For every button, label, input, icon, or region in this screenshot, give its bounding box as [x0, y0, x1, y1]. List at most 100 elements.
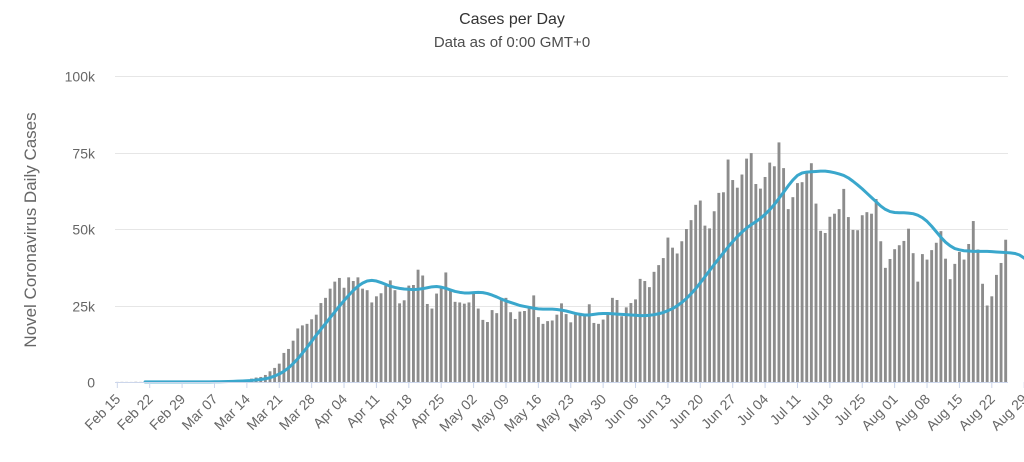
- x-tick-label: May 30: [565, 391, 609, 435]
- bar: [698, 200, 702, 382]
- bar: [777, 142, 781, 382]
- bar: [717, 192, 721, 382]
- bar: [629, 303, 633, 382]
- bar: [439, 286, 443, 382]
- bar: [805, 172, 809, 382]
- bar: [310, 319, 314, 382]
- bar: [624, 307, 628, 382]
- bar: [467, 302, 471, 382]
- bar: [772, 166, 776, 382]
- bar: [550, 320, 554, 382]
- bar: [499, 299, 503, 382]
- bar: [999, 262, 1003, 382]
- bar: [842, 188, 846, 382]
- bar: [638, 278, 642, 382]
- y-tick-label: 100k: [65, 69, 96, 85]
- bar: [509, 312, 513, 382]
- bar: [865, 212, 869, 382]
- bar: [523, 311, 526, 382]
- y-axis-label: Novel Coronavirus Daily Cases: [21, 112, 40, 347]
- bar: [981, 283, 984, 382]
- bar: [583, 315, 587, 382]
- bar: [287, 348, 290, 382]
- bar: [995, 274, 998, 382]
- bar: [976, 249, 980, 382]
- bar: [398, 303, 401, 382]
- bar: [643, 281, 647, 382]
- bar: [472, 292, 476, 382]
- x-tick-label: Jul 04: [733, 391, 771, 429]
- bar: [435, 293, 439, 382]
- bar: [476, 308, 480, 382]
- bar: [759, 188, 762, 382]
- bar: [749, 153, 753, 382]
- bar: [620, 316, 624, 382]
- bar: [948, 279, 952, 382]
- bar: [907, 228, 910, 382]
- bar: [657, 265, 661, 382]
- x-tick-label: Feb 29: [146, 391, 188, 433]
- x-tick-label: Mar 28: [276, 391, 318, 433]
- bar: [384, 285, 388, 382]
- bar: [527, 307, 531, 382]
- chart-title: Cases per Day: [459, 11, 565, 28]
- bar: [592, 322, 596, 382]
- bar: [851, 229, 855, 382]
- bar: [828, 216, 832, 382]
- chart-subtitle: Data as of 0:00 GMT+0: [434, 34, 590, 51]
- bar: [361, 288, 364, 382]
- bar: [722, 192, 725, 382]
- x-tick-label: Jul 18: [798, 391, 836, 429]
- bar: [356, 277, 360, 382]
- bar: [291, 340, 295, 382]
- bar: [587, 304, 591, 382]
- bar: [652, 271, 656, 382]
- x-tick-label: Aug 29: [988, 391, 1024, 434]
- bar: [569, 322, 573, 382]
- x-tick-label: Apr 11: [343, 391, 383, 431]
- bar: [486, 322, 489, 382]
- x-tick-label: Jun 20: [665, 391, 706, 432]
- bar: [782, 168, 786, 382]
- bar: [967, 243, 971, 382]
- x-tick-label: Jun 27: [698, 391, 739, 432]
- bar: [606, 313, 610, 382]
- bar: [680, 241, 684, 382]
- bar: [953, 263, 957, 382]
- bar: [337, 277, 341, 382]
- bar-series: [115, 142, 1008, 382]
- bar: [518, 311, 522, 382]
- x-tick-label: Feb 15: [81, 391, 123, 433]
- bar: [458, 302, 462, 382]
- bar: [393, 290, 397, 382]
- bar: [860, 215, 864, 382]
- bar: [897, 245, 901, 382]
- bar: [282, 352, 286, 382]
- bar: [601, 319, 605, 382]
- bar: [536, 317, 540, 382]
- bar: [407, 285, 411, 382]
- bar: [351, 281, 355, 382]
- bar: [962, 259, 966, 382]
- bar: [370, 302, 374, 382]
- bar: [305, 323, 309, 382]
- bar: [837, 209, 841, 382]
- bar: [379, 293, 383, 382]
- bar: [421, 275, 425, 382]
- bar: [324, 297, 327, 382]
- bar: [481, 319, 485, 382]
- bar: [791, 197, 795, 382]
- bar: [412, 285, 415, 382]
- bar: [546, 321, 550, 382]
- bar: [615, 299, 619, 382]
- bar: [342, 287, 346, 382]
- bar: [541, 323, 545, 382]
- bar: [671, 247, 674, 382]
- bar: [745, 158, 749, 382]
- bar: [1004, 239, 1008, 382]
- bar: [513, 318, 517, 382]
- bar: [800, 182, 804, 382]
- bar: [661, 258, 665, 382]
- bar: [735, 187, 739, 382]
